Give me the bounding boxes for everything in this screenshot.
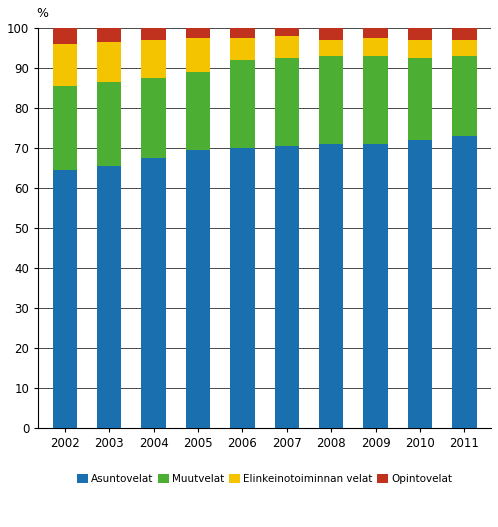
Bar	[364, 28, 388, 38]
Bar	[408, 58, 432, 140]
Bar	[408, 140, 432, 428]
Bar	[53, 86, 77, 170]
Bar	[319, 28, 344, 40]
Bar	[97, 166, 122, 428]
Bar	[230, 38, 254, 60]
Bar	[186, 38, 210, 72]
Bar	[186, 150, 210, 428]
Bar	[319, 40, 344, 56]
Bar	[274, 58, 299, 146]
Bar	[53, 44, 77, 86]
Bar	[319, 56, 344, 144]
Bar	[364, 38, 388, 56]
Bar	[230, 60, 254, 148]
Bar	[53, 170, 77, 428]
Bar	[452, 56, 477, 136]
Text: %: %	[37, 7, 49, 20]
Bar	[274, 28, 299, 36]
Bar	[319, 144, 344, 428]
Bar	[452, 136, 477, 428]
Bar	[141, 28, 166, 40]
Bar	[274, 146, 299, 428]
Bar	[141, 158, 166, 428]
Bar	[53, 28, 77, 44]
Legend: Asuntovelat, Muutvelat, Elinkeinotoiminnan velat, Opintovelat: Asuntovelat, Muutvelat, Elinkeinotoiminn…	[73, 470, 456, 488]
Bar	[141, 78, 166, 158]
Bar	[141, 40, 166, 78]
Bar	[364, 144, 388, 428]
Bar	[97, 28, 122, 42]
Bar	[97, 82, 122, 166]
Bar	[230, 148, 254, 428]
Bar	[186, 28, 210, 38]
Bar	[274, 36, 299, 58]
Bar	[408, 28, 432, 40]
Bar	[364, 56, 388, 144]
Bar	[408, 40, 432, 58]
Bar	[452, 40, 477, 56]
Bar	[452, 28, 477, 40]
Bar	[230, 28, 254, 38]
Bar	[186, 72, 210, 150]
Bar	[97, 42, 122, 82]
